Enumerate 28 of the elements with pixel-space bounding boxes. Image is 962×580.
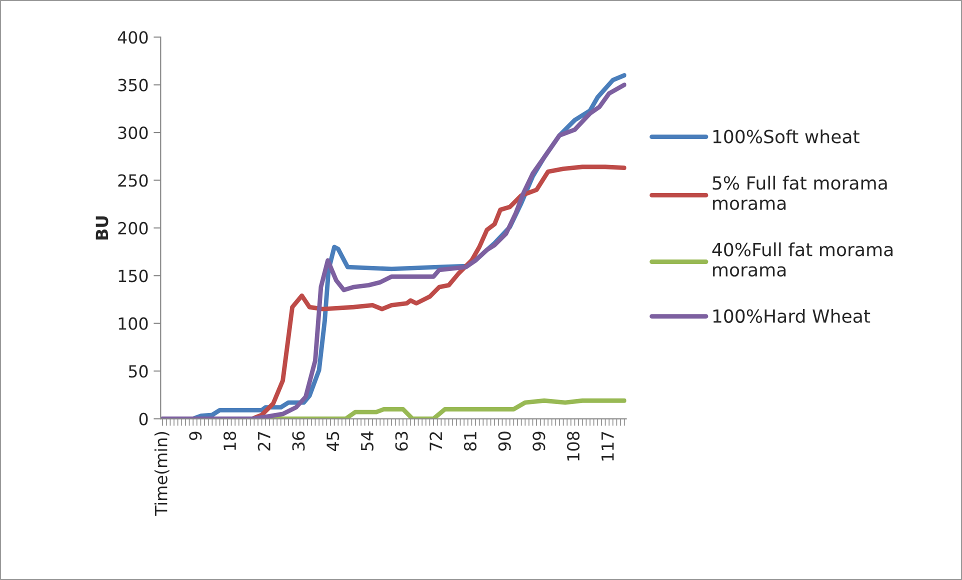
y-tick-label: 200: [118, 222, 148, 235]
y-tick-label: 350: [118, 78, 148, 92]
x-tick-label: 90: [498, 432, 511, 451]
y-tick-label: 150: [118, 270, 148, 282]
y-tick-label: 300: [118, 126, 148, 140]
x-tick-label: 45: [326, 432, 340, 451]
x-tick-label: Time(min): [154, 432, 170, 516]
y-tick-label: 250: [118, 174, 148, 187]
y-tick-label: 100: [118, 317, 148, 330]
x-tick-label: 63: [395, 432, 408, 451]
y-tick-label: 400: [118, 31, 148, 44]
y-tick-label: 50: [128, 365, 148, 378]
y-axis-title: BU: [96, 216, 108, 240]
x-tick-label: 117: [602, 432, 614, 461]
x-tick-label: 81: [464, 432, 477, 451]
legend-label: 100%Hard Wheat: [713, 308, 870, 323]
x-tick-label: 36: [292, 432, 305, 451]
x-tick-label: 99: [532, 432, 546, 451]
x-tick-label: 54: [361, 432, 374, 450]
legend-label: 100%Soft wheat: [713, 129, 860, 144]
x-tick-label: 18: [223, 432, 236, 450]
x-tick-label: 72: [430, 432, 442, 450]
x-tick-label: 108: [566, 432, 580, 461]
legend-label: 5% Full fat morama morama: [712, 176, 887, 210]
x-tick-label: 9: [189, 432, 202, 440]
legend-label: 40%Full fat morama morama: [712, 242, 893, 277]
y-tick-label: 0: [139, 412, 148, 426]
x-tick-label: 27: [258, 432, 270, 451]
